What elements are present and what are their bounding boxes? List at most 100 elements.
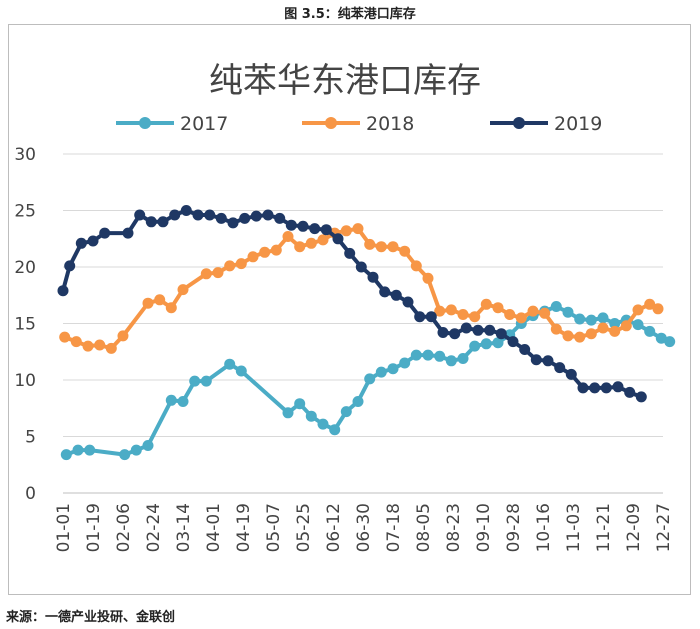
data-point-2019	[600, 382, 612, 394]
legend-item-2017: 2017	[116, 113, 228, 135]
data-point-2018	[652, 303, 664, 315]
data-point-2017	[410, 349, 422, 361]
x-tick-label: 03-14	[174, 503, 194, 552]
data-point-2018	[340, 225, 352, 237]
legend-label: 2017	[180, 113, 228, 135]
data-point-2018	[445, 304, 457, 316]
data-point-2018	[94, 339, 106, 351]
data-point-2019	[507, 336, 519, 348]
data-point-2018	[562, 330, 574, 342]
x-tick-label: 04-19	[234, 503, 254, 552]
data-point-2019	[484, 324, 496, 336]
data-point-2019	[612, 381, 624, 393]
data-point-2018	[105, 342, 117, 354]
series-2018	[59, 223, 664, 354]
data-point-2017	[340, 406, 352, 418]
figure-caption: 图 3.5：纯苯港口库存	[284, 7, 416, 22]
data-point-2019	[215, 212, 227, 224]
data-point-2019	[542, 355, 554, 367]
data-point-2018	[410, 260, 422, 272]
y-tick-label: 0	[25, 484, 36, 504]
data-point-2019	[122, 227, 134, 239]
data-point-2019	[57, 285, 69, 297]
data-point-2019	[624, 386, 636, 398]
data-point-2017	[294, 398, 306, 410]
x-tick-label: 09-28	[504, 503, 524, 552]
gridlines	[63, 153, 663, 494]
data-point-2019	[425, 311, 437, 323]
legend-label: 2018	[366, 113, 414, 135]
data-point-2018	[644, 298, 656, 310]
data-point-2019	[495, 328, 507, 340]
series-line-2018	[62, 226, 660, 351]
data-point-2017	[387, 363, 399, 375]
data-point-2018	[59, 331, 71, 343]
data-point-2017	[399, 357, 411, 369]
data-point-2019	[262, 209, 274, 221]
data-point-2018	[539, 307, 551, 319]
legend-item-2019: 2019	[490, 113, 602, 135]
data-point-2019	[554, 362, 566, 374]
data-point-2018	[200, 268, 212, 280]
data-point-2019	[635, 391, 647, 403]
data-point-2017	[72, 444, 84, 456]
data-point-2017	[492, 337, 504, 349]
y-tick-label: 25	[14, 202, 36, 222]
data-point-2019	[332, 233, 344, 245]
data-point-2019	[145, 216, 157, 228]
data-point-2019	[390, 289, 402, 301]
legend-marker	[139, 117, 151, 129]
data-point-2018	[117, 330, 129, 342]
data-point-2017	[422, 349, 434, 361]
series-line-2017	[64, 304, 672, 457]
y-tick-label: 30	[14, 145, 36, 165]
x-tick-label: 06-12	[324, 503, 344, 552]
y-axis: 0 5 10 15 20 25 30	[14, 145, 663, 504]
source-note: 来源：一德产业投研、金联创	[6, 610, 176, 625]
data-point-2018	[70, 336, 82, 348]
data-point-2019	[75, 237, 87, 249]
data-point-2019	[227, 217, 239, 229]
data-point-2017	[305, 410, 317, 422]
x-tick-label: 10-16	[534, 503, 554, 552]
data-point-2018	[294, 241, 306, 253]
data-point-2019	[414, 311, 426, 323]
data-point-2018	[515, 312, 527, 324]
x-tick-label: 09-10	[474, 503, 494, 552]
data-point-2019	[134, 209, 146, 221]
data-point-2017	[445, 355, 457, 367]
data-point-2019	[565, 368, 577, 380]
x-tick-label: 06-30	[354, 503, 374, 552]
data-point-2017	[317, 418, 329, 430]
data-point-2017	[84, 444, 96, 456]
data-point-2017	[189, 375, 201, 387]
data-point-2017	[632, 319, 644, 331]
data-point-2019	[530, 354, 542, 366]
data-point-2018	[434, 305, 446, 317]
series-2017	[60, 301, 676, 461]
data-point-2019	[577, 382, 589, 394]
y-tick-label: 5	[25, 428, 36, 448]
data-point-2017	[597, 312, 609, 324]
data-point-2019	[169, 209, 181, 221]
y-tick-label: 10	[14, 371, 36, 391]
data-point-2017	[200, 375, 212, 387]
data-point-2018	[469, 311, 481, 323]
data-point-2017	[130, 444, 142, 456]
data-point-2018	[574, 331, 586, 343]
x-axis: 01-01 01-19 02-06 02-24 03-14 04-01 04-19 05-07…	[54, 503, 674, 552]
data-point-2017	[457, 353, 469, 364]
data-point-2018	[492, 302, 504, 314]
legend: 2017 2018 2019	[116, 113, 602, 135]
data-point-2017	[282, 407, 294, 419]
x-tick-label: 05-07	[264, 503, 284, 552]
data-point-2018	[457, 309, 469, 320]
data-point-2017	[655, 332, 667, 344]
data-point-2018	[620, 320, 632, 332]
x-tick-label: 02-06	[114, 503, 134, 552]
x-tick-label: 02-24	[144, 503, 164, 552]
data-point-2018	[305, 237, 317, 249]
data-point-2019	[87, 235, 99, 247]
data-point-2019	[367, 271, 379, 283]
data-point-2017	[469, 340, 481, 352]
